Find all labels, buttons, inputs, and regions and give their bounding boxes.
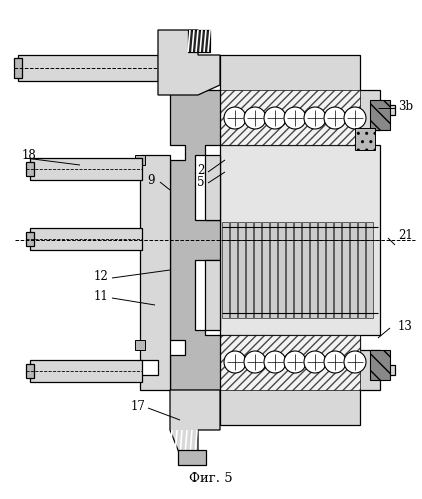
Circle shape xyxy=(264,351,286,373)
Text: 9: 9 xyxy=(148,174,155,187)
Bar xyxy=(294,222,301,318)
Circle shape xyxy=(244,351,266,373)
Text: 5: 5 xyxy=(197,176,205,189)
Bar xyxy=(286,222,293,318)
Circle shape xyxy=(324,351,346,373)
Circle shape xyxy=(284,107,306,129)
Circle shape xyxy=(244,107,266,129)
Text: 17: 17 xyxy=(130,400,145,413)
Bar xyxy=(326,222,333,318)
Polygon shape xyxy=(220,90,360,145)
Polygon shape xyxy=(140,155,170,390)
Polygon shape xyxy=(158,30,220,95)
Bar xyxy=(318,222,325,318)
Polygon shape xyxy=(135,340,145,350)
Circle shape xyxy=(324,107,346,129)
Bar xyxy=(342,222,349,318)
Text: 12: 12 xyxy=(93,269,108,282)
Polygon shape xyxy=(170,390,220,455)
Text: 21: 21 xyxy=(398,229,413,242)
Bar xyxy=(26,232,34,246)
Bar xyxy=(14,58,22,78)
Bar xyxy=(350,222,357,318)
Polygon shape xyxy=(355,128,375,150)
Bar xyxy=(220,145,380,335)
Circle shape xyxy=(224,351,246,373)
Bar xyxy=(358,222,365,318)
Bar xyxy=(246,222,253,318)
Text: 18: 18 xyxy=(22,149,37,162)
Polygon shape xyxy=(205,260,220,330)
Bar xyxy=(270,222,277,318)
Circle shape xyxy=(344,107,366,129)
Polygon shape xyxy=(205,155,220,220)
Bar xyxy=(178,450,206,465)
Polygon shape xyxy=(135,155,145,165)
Circle shape xyxy=(284,351,306,373)
Circle shape xyxy=(344,351,366,373)
Bar xyxy=(310,222,317,318)
Circle shape xyxy=(224,107,246,129)
Text: Фиг. 5: Фиг. 5 xyxy=(189,472,233,485)
Bar xyxy=(366,222,373,318)
Circle shape xyxy=(264,107,286,129)
Polygon shape xyxy=(220,55,395,145)
Polygon shape xyxy=(170,90,220,390)
Circle shape xyxy=(304,351,326,373)
Bar xyxy=(18,55,158,81)
Polygon shape xyxy=(220,335,395,425)
Text: 11: 11 xyxy=(93,289,108,302)
Text: 13: 13 xyxy=(398,319,413,332)
Bar xyxy=(188,30,210,52)
Circle shape xyxy=(304,107,326,129)
Bar xyxy=(254,222,261,318)
Bar xyxy=(30,360,142,382)
Text: 2: 2 xyxy=(197,164,205,177)
Bar xyxy=(30,158,142,180)
Polygon shape xyxy=(370,350,390,380)
Polygon shape xyxy=(370,100,390,130)
Bar xyxy=(262,222,269,318)
Bar xyxy=(30,228,142,250)
Text: 3b: 3b xyxy=(398,99,413,112)
Bar xyxy=(222,222,229,318)
Bar xyxy=(26,162,34,176)
Polygon shape xyxy=(220,335,360,390)
Bar xyxy=(26,364,34,378)
Bar xyxy=(238,222,245,318)
Bar xyxy=(302,222,309,318)
Bar xyxy=(334,222,341,318)
Bar xyxy=(230,222,237,318)
Bar xyxy=(278,222,285,318)
